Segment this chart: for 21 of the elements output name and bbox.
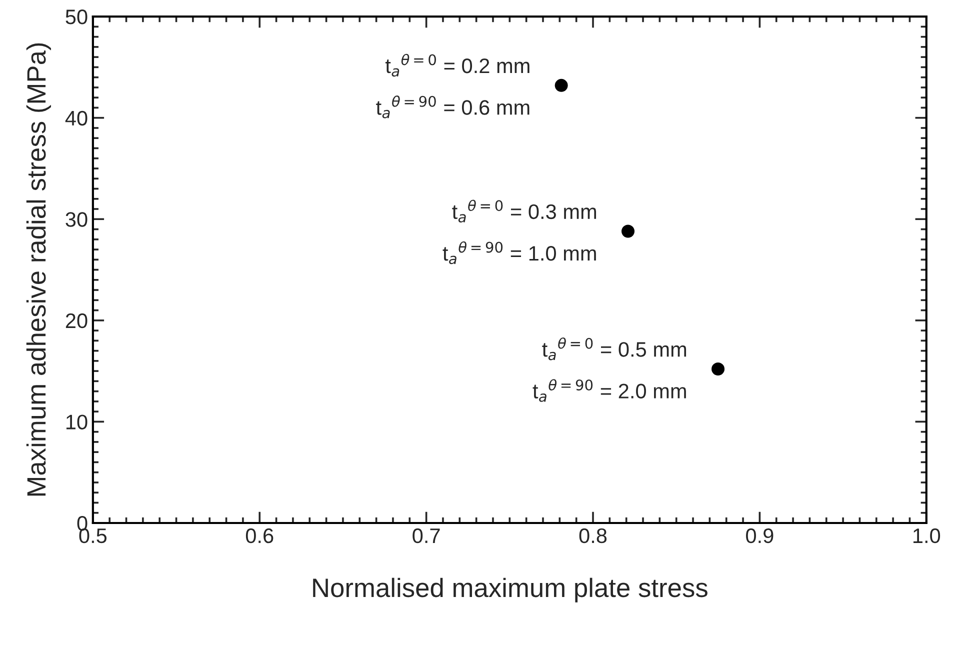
annotation: t$_{a}$$^{θ=90}$ = 2.0 mm — [532, 379, 686, 402]
y-tick-label: 10 — [66, 414, 88, 430]
point — [622, 224, 635, 238]
x-tick-label: 0.7 — [412, 528, 440, 544]
annotation: t$_{a}$$^{θ=0}$ = 0.2 mm — [385, 54, 530, 77]
x-tick-label: 0.8 — [579, 528, 607, 544]
x-axis-title: Normalised maximum plate stress — [313, 578, 708, 602]
annotation: t$_{a}$$^{θ=90}$ = 0.6 mm — [376, 96, 530, 118]
y-tick-label: 30 — [66, 212, 88, 227]
y-tick-label: 20 — [66, 313, 88, 328]
x-tick-label: 1.0 — [913, 528, 940, 544]
annotation: t$_{a}$$^{θ=0}$ = 0.3 mm — [452, 200, 596, 222]
point — [712, 362, 725, 376]
annotation: t$_{a}$$^{θ=0}$ = 0.5 mm — [542, 337, 686, 360]
point — [554, 78, 568, 92]
annotation: t$_{a}$$^{θ=90}$ = 1.0 mm — [442, 241, 596, 264]
y-axis-title: Maximum adhesive radial stress (MPa) — [26, 43, 51, 496]
y-tick-label: 50 — [66, 10, 88, 24]
y-tick-label: 40 — [65, 110, 88, 126]
x-tick-label: 0.6 — [246, 528, 274, 544]
x-tick-label: 0.9 — [746, 528, 774, 544]
